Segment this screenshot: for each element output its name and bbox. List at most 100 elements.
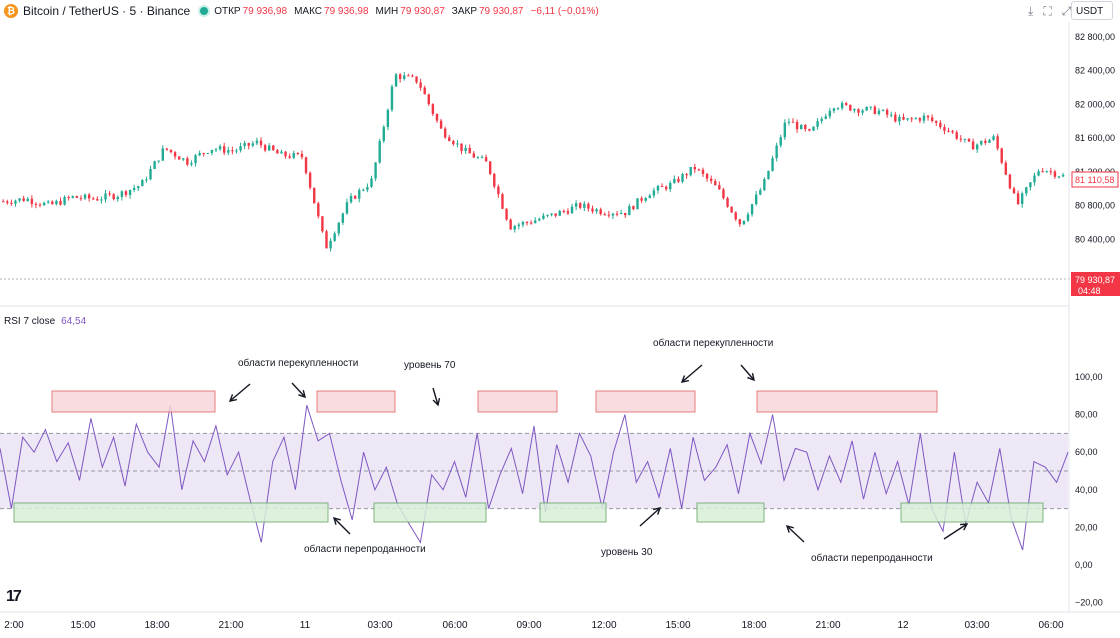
candle-body — [779, 137, 782, 146]
time-tick-label: 18:00 — [741, 620, 766, 631]
candle-body — [284, 151, 287, 157]
candle-body — [153, 161, 156, 170]
currency-selector[interactable]: USDT — [1071, 1, 1113, 20]
candle-body — [984, 140, 987, 143]
candle-body — [403, 75, 406, 79]
overbought-zone-box — [756, 390, 938, 413]
candle-body — [149, 169, 152, 180]
candle-body — [161, 148, 164, 161]
candle-body — [341, 213, 345, 223]
candle-body — [640, 198, 643, 201]
symbol-title[interactable]: Bitcoin / TetherUS · 5 · Binance — [23, 4, 191, 18]
candle-body — [313, 187, 316, 204]
candle-body — [922, 115, 926, 121]
candle-body — [505, 208, 508, 220]
candle-body — [652, 190, 656, 196]
candle-body — [10, 202, 13, 204]
candle-body — [59, 200, 62, 205]
candle-body — [419, 82, 422, 88]
candle-body — [415, 76, 418, 83]
symbol-header: ₿ Bitcoin / TetherUS · 5 · Binance ОТКР 7… — [0, 0, 1070, 22]
candle-body — [975, 144, 979, 150]
candle-body — [787, 121, 791, 123]
candle-body — [497, 186, 500, 195]
candle-body — [648, 195, 651, 199]
candle-body — [910, 118, 913, 120]
rsi-value: 64,54 — [61, 316, 87, 327]
candle-body — [165, 148, 169, 150]
rsi-tick-label: −20,00 — [1075, 598, 1103, 608]
candle-body — [382, 127, 385, 141]
rsi-legend[interactable]: RSI 7 close 64,54 — [4, 316, 86, 327]
candle-body — [132, 188, 136, 190]
candle-body — [1037, 171, 1040, 176]
annotation-arrow — [639, 507, 661, 527]
candle-body — [525, 222, 529, 224]
candle-body — [1025, 187, 1028, 194]
candle-body — [583, 203, 586, 208]
tradingview-logo[interactable]: 17 — [6, 588, 22, 605]
candle-body — [112, 194, 115, 200]
expand-icon[interactable]: ⤢ — [1061, 4, 1072, 18]
candle-body — [358, 190, 361, 199]
candle-body — [1041, 171, 1044, 173]
annotation-oversold-2: области перепроданности — [811, 552, 933, 564]
candle-body — [599, 209, 602, 215]
last-price-badge — [1071, 171, 1119, 188]
candle-body — [55, 200, 58, 205]
time-tick-label: 2:00 — [4, 620, 24, 631]
candle-body — [460, 143, 463, 152]
candle-body — [869, 106, 872, 108]
candle-body — [558, 210, 561, 216]
candle-body — [75, 196, 79, 198]
candle-body — [963, 138, 967, 140]
chart-toolbar: ⤓ ⛶ ⤢ — [1028, 4, 1071, 19]
candle-body — [1029, 182, 1032, 188]
candle-body — [664, 186, 668, 190]
time-tick-label: 15:00 — [70, 620, 95, 631]
candle-body — [832, 108, 836, 111]
candle-body — [1049, 171, 1053, 173]
candle-body — [726, 198, 729, 207]
candle-body — [918, 118, 922, 121]
candle-body — [857, 109, 860, 113]
candle-body — [333, 233, 336, 241]
candle-body — [124, 191, 128, 196]
fullscreen-icon[interactable]: ⛶ — [1043, 4, 1052, 18]
time-tick-label: 12:00 — [591, 620, 616, 631]
candle-body — [730, 206, 733, 213]
candle-body — [362, 189, 365, 191]
candle-body — [791, 121, 795, 123]
candle-body — [849, 104, 852, 111]
candle-body — [681, 174, 684, 182]
candle-body — [885, 109, 889, 115]
candle-body — [930, 117, 934, 122]
candle-body — [411, 75, 414, 77]
candle-body — [988, 139, 991, 143]
time-tick-label: 06:00 — [442, 620, 467, 631]
candle-body — [603, 214, 606, 216]
candle-body — [247, 143, 250, 146]
time-tick-label: 09:00 — [516, 620, 541, 631]
candle-body — [529, 222, 533, 224]
candle-body — [353, 195, 357, 199]
candle-body — [456, 143, 459, 145]
candle-body — [47, 201, 50, 203]
candle-body — [42, 202, 46, 206]
candle-body — [902, 116, 905, 120]
candle-body — [116, 196, 119, 200]
ohlc-open-value: 79 936,98 — [242, 5, 288, 17]
annotation-arrow — [333, 517, 351, 535]
download-icon[interactable]: ⤓ — [1028, 4, 1034, 18]
annotation-arrowhead — [959, 523, 969, 531]
candle-body — [476, 157, 480, 159]
candle-body — [611, 213, 615, 216]
candle-body — [836, 108, 840, 110]
candle-body — [746, 214, 750, 221]
price-tick-label: 82 000,00 — [1075, 99, 1115, 109]
candle-body — [222, 146, 226, 153]
candle-body — [390, 86, 394, 110]
oversold-zone-box — [539, 502, 607, 523]
